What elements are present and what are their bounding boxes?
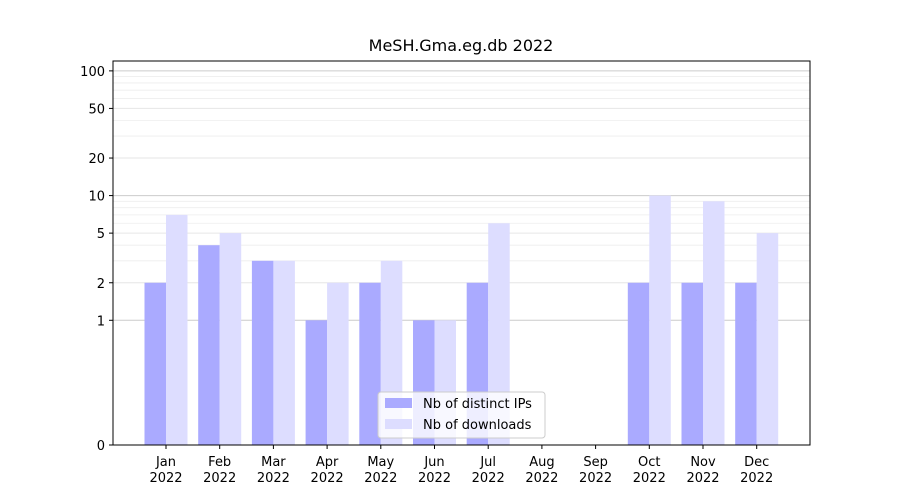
- bar-downloads: [273, 260, 295, 445]
- x-tick-label-month: Aug: [529, 455, 554, 470]
- x-tick-label-month: Oct: [638, 455, 660, 470]
- x-tick-label-year: 2022: [203, 471, 236, 486]
- x-tick-label-month: Dec: [744, 455, 769, 470]
- legend-label-distinct-ips: Nb of distinct IPs: [423, 397, 532, 412]
- y-tick-label: 0: [97, 439, 105, 454]
- legend-label-downloads: Nb of downloads: [423, 418, 532, 433]
- x-tick-label-year: 2022: [257, 471, 290, 486]
- bar-downloads: [703, 201, 725, 445]
- y-tick-label: 1: [97, 314, 105, 329]
- bar-distinct-ips: [627, 282, 650, 445]
- legend-box: [377, 391, 546, 439]
- x-tick-label-month: Jun: [423, 455, 444, 470]
- x-tick-label-year: 2022: [472, 471, 505, 486]
- bar-downloads: [488, 223, 510, 445]
- bar-downloads: [327, 282, 349, 445]
- plot-frame: [112, 60, 811, 446]
- bar-distinct-ips: [305, 320, 328, 445]
- x-tick-label-month: Jan: [155, 455, 176, 470]
- x-tick-label-year: 2022: [311, 471, 344, 486]
- x-tick-label-year: 2022: [149, 471, 182, 486]
- x-tick-label-month: Sep: [583, 455, 608, 470]
- bar-downloads: [219, 233, 242, 445]
- x-tick-label-year: 2022: [579, 471, 612, 486]
- x-axis: Jan2022Feb2022Mar2022Apr2022May2022Jun20…: [149, 445, 773, 486]
- bar-distinct-ips: [681, 282, 703, 445]
- y-tick-label: 10: [88, 190, 105, 205]
- bar-distinct-ips: [359, 282, 381, 445]
- x-tick-label-year: 2022: [740, 471, 773, 486]
- bar-distinct-ips: [144, 282, 166, 445]
- y-tick-label: 50: [88, 102, 105, 117]
- legend-swatch-downloads: [385, 419, 412, 429]
- bar-downloads: [649, 195, 671, 445]
- y-axis: 0 1 2 5 10 20 50 100: [80, 65, 113, 454]
- x-tick-label-year: 2022: [525, 471, 558, 486]
- bar-downloads: [166, 214, 188, 445]
- legend-swatch-distinct-ips: [385, 398, 412, 408]
- bar-distinct-ips: [251, 260, 274, 445]
- legend: Nb of distinct IPs Nb of downloads: [377, 391, 546, 439]
- x-tick-label-month: Apr: [316, 455, 339, 470]
- x-tick-label-year: 2022: [633, 471, 666, 486]
- y-tick-label: 20: [88, 152, 105, 167]
- x-tick-label-month: Nov: [690, 455, 716, 470]
- x-tick-label-month: Feb: [208, 455, 231, 470]
- x-tick-label-year: 2022: [364, 471, 397, 486]
- x-tick-label-year: 2022: [686, 471, 719, 486]
- x-tick-label-month: Jul: [479, 455, 496, 470]
- y-tick-label: 5: [97, 227, 105, 242]
- y-tick-label: 2: [97, 277, 105, 292]
- bar-downloads: [756, 233, 779, 445]
- y-tick-label: 100: [80, 65, 105, 80]
- x-tick-label-month: Mar: [261, 455, 286, 470]
- bar-distinct-ips: [735, 282, 757, 445]
- x-tick-label-year: 2022: [418, 471, 451, 486]
- bar-distinct-ips: [198, 245, 220, 445]
- chart-title: MeSH.Gma.eg.db 2022: [369, 36, 554, 55]
- x-tick-label-month: May: [367, 455, 394, 470]
